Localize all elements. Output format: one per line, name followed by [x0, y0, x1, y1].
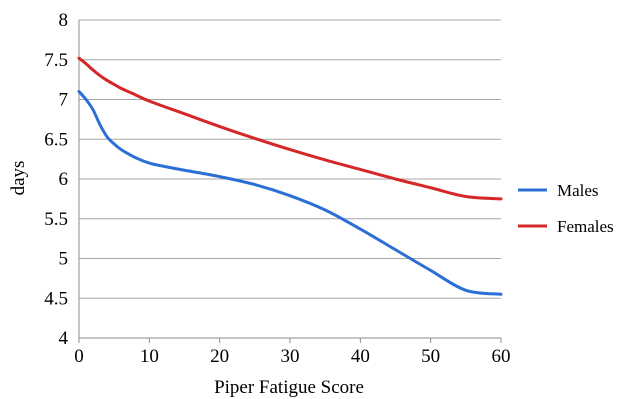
- series-lines: [77, 56, 503, 296]
- x-tick-label: 30: [281, 346, 300, 367]
- y-tick-label: 6: [59, 169, 69, 190]
- y-tick-labels: 4 4.5 5 5.5 6 6.5 7 7.5 8: [44, 10, 68, 349]
- y-tick-label: 5: [59, 249, 69, 270]
- y-tick-label: 6.5: [44, 129, 68, 150]
- y-tick-label: 5.5: [44, 209, 68, 230]
- x-tick-label: 50: [421, 346, 440, 367]
- axes: [78, 20, 502, 343]
- x-tick-label: 0: [74, 346, 84, 367]
- x-axis-title: Piper Fatigue Score: [214, 377, 364, 398]
- x-tick-labels: 0 10 20 30 40 50 60: [74, 346, 510, 367]
- y-tick-label: 4.5: [44, 288, 68, 309]
- y-tick-label: 8: [59, 10, 69, 31]
- x-tick-label: 10: [140, 346, 159, 367]
- y-tick-label: 4: [59, 328, 69, 349]
- legend-label-females: Females: [557, 217, 614, 236]
- y-tick-label: 7.5: [44, 50, 68, 71]
- legend: Males Females: [518, 181, 614, 236]
- x-tick-label: 40: [351, 346, 370, 367]
- series-line-males: [77, 90, 503, 296]
- series-line-females: [77, 56, 503, 201]
- legend-label-males: Males: [557, 181, 599, 200]
- x-tick-label: 60: [492, 346, 511, 367]
- y-axis-title: days: [8, 161, 29, 196]
- legend-item-females: Females: [518, 217, 614, 236]
- y-tick-label: 7: [59, 90, 69, 111]
- x-tick-label: 20: [210, 346, 229, 367]
- legend-item-males: Males: [518, 181, 599, 200]
